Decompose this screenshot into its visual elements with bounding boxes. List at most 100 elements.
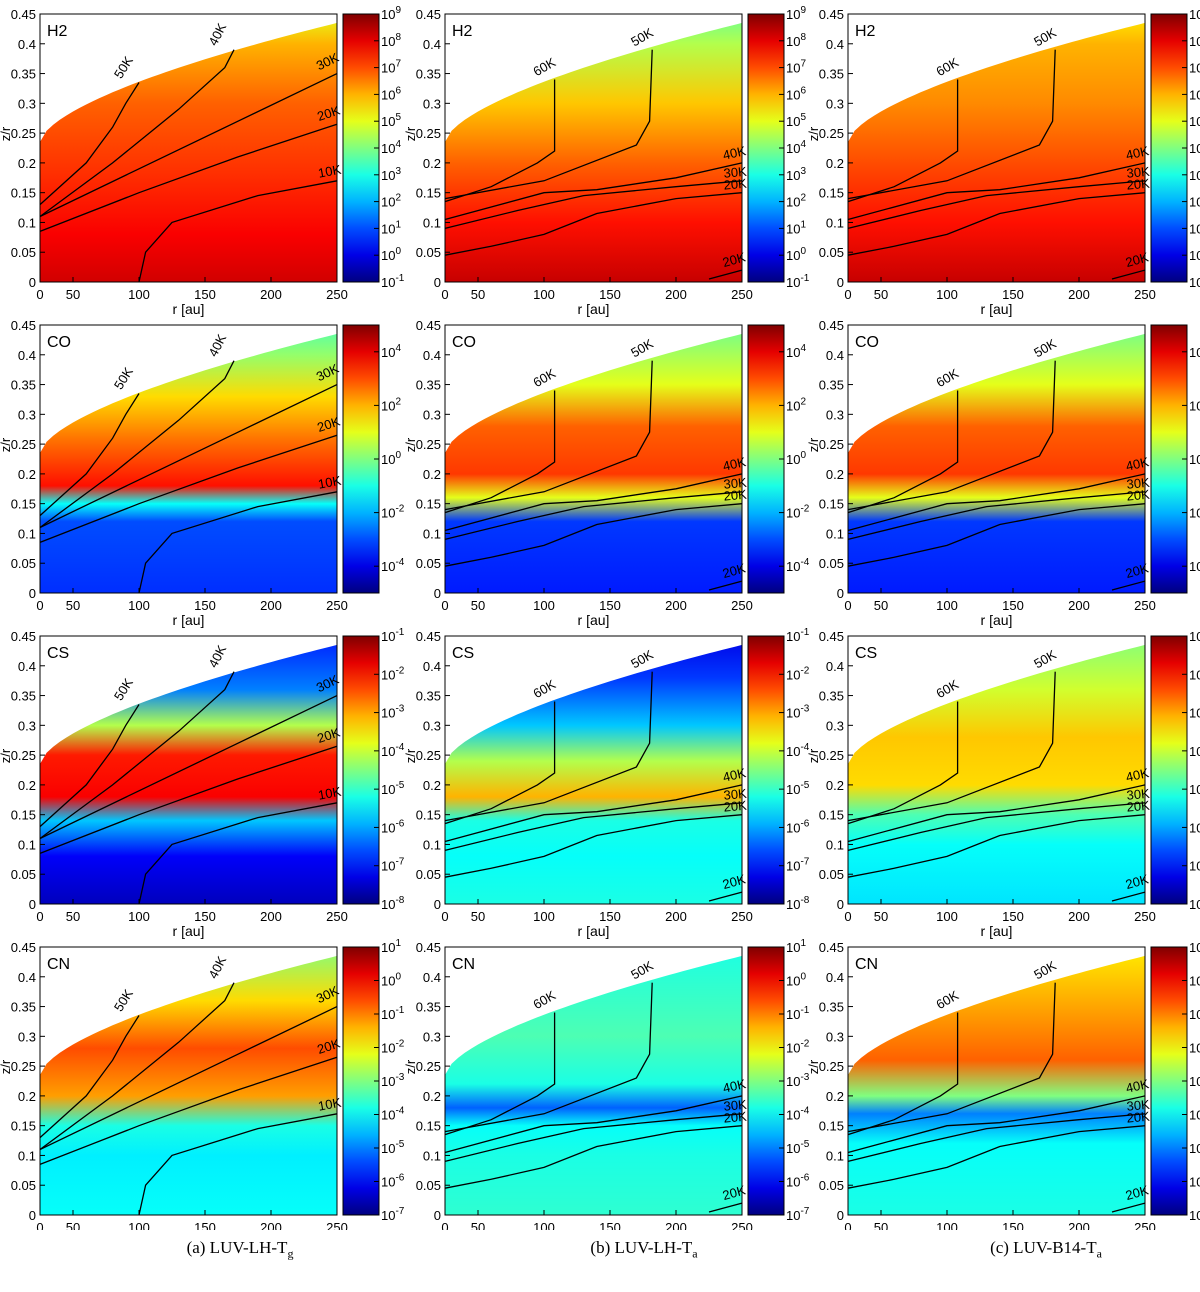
plot-frame [444,13,743,283]
contour-label: 40K [721,765,747,785]
y-tick-label: 0.3 [18,718,36,733]
y-axis-label: z/r [806,1059,821,1074]
colorbar [747,324,785,594]
y-tick-label: 0.25 [11,748,36,763]
x-axis-label: r [au] [173,923,205,939]
x-tick-label: 50 [471,598,485,613]
contour-label: 20K [1126,798,1151,815]
contour-label: 40K [721,143,747,163]
abundance-field [445,22,742,283]
plot-frame [39,946,338,1216]
colorbar [747,946,785,1216]
plot-frame [39,324,338,594]
y-tick-label: 0.35 [819,1000,844,1015]
y-tick-label: 0 [29,586,36,601]
y-tick-label: 0.35 [11,67,36,82]
x-tick-label: 100 [128,598,150,613]
y-tick-label: 0 [434,586,441,601]
contour-20K [708,1202,743,1213]
contour-20K [847,1125,1146,1189]
contour-label: 60K [531,54,559,79]
panel-co-c: 60K50K40K30K20K20KCO00.050.10.150.20.250… [806,318,1200,628]
colorbar-tick-label: 108 [786,32,806,49]
abundance-field [40,333,337,593]
y-tick-label: 0.1 [423,837,441,852]
contour-label: 30K [1126,1097,1151,1114]
figure-grid: 50K40K30K20K10KH200.050.10.150.20.250.30… [0,5,1200,1230]
colorbar-tick-label: 100 [786,246,806,263]
colorbar-tick-label: 10-1 [786,273,810,290]
contour-50K [847,360,1056,511]
contour-label: 50K [628,647,656,672]
contour-label: 50K [111,364,136,392]
y-tick-label: 0.25 [819,1059,844,1074]
x-tick-label: 200 [665,909,687,924]
y-tick-label: 0.05 [819,867,844,882]
x-tick-label: 0 [36,598,43,613]
y-tick-label: 0.25 [819,126,844,141]
x-tick-label: 0 [844,909,851,924]
colorbar-tick-label: 10-8 [1189,895,1200,912]
x-axis-label: r [au] [981,923,1013,939]
y-tick-label: 0.05 [416,867,441,882]
contour-40K [444,473,743,532]
y-tick-label: 0 [434,275,441,290]
colorbar-tick-label: 10-7 [786,857,810,874]
y-tick-label: 0.1 [826,215,844,230]
y-tick-label: 0 [837,275,844,290]
y-tick-label: 0.25 [11,1059,36,1074]
x-tick-label: 150 [1002,287,1024,302]
y-tick-label: 0.35 [11,378,36,393]
contour-60K [444,701,556,825]
x-tick-label: 200 [1068,287,1090,302]
colorbar [1150,324,1188,594]
y-tick-label: 0.05 [416,245,441,260]
colorbar [342,13,380,283]
x-tick-label: 100 [533,287,555,302]
x-tick-label: 0 [441,598,448,613]
y-tick-label: 0.15 [416,497,441,512]
contour-20K [39,123,338,233]
contour-label: 20K [723,1109,748,1126]
panel-co-a: 50K40K30K20K10KCO00.050.10.150.20.250.30… [0,318,405,628]
panel-h2-a: 50K40K30K20K10KH200.050.10.150.20.250.30… [0,5,405,317]
y-tick-label: 0 [434,1208,441,1223]
x-tick-label: 150 [194,287,216,302]
colorbar-tick-label: 10-6 [786,818,810,835]
y-tick-label: 0.3 [826,407,844,422]
contour-label: 50K [1031,647,1059,672]
y-axis-label: z/r [0,1059,13,1074]
y-tick-label: 0.2 [826,778,844,793]
x-tick-label: 100 [936,287,958,302]
y-tick-label: 0.15 [416,808,441,823]
plot-frame [444,324,743,594]
y-tick-label: 0.35 [819,67,844,82]
x-tick-label: 150 [194,909,216,924]
colorbar-tick-label: 10-3 [786,1072,810,1089]
colorbar-tick-label: 10-4 [381,557,405,574]
y-tick-label: 0.05 [11,867,36,882]
x-axis-label: r [au] [578,612,610,628]
species-label: CN [47,956,70,973]
contour-20K [1111,580,1146,591]
colorbar-tick-label: 109 [1189,5,1200,22]
x-tick-label: 250 [1134,287,1156,302]
contour-label: 40K [1124,143,1150,163]
contour-30K [847,1113,1146,1163]
x-tick-label: 200 [665,598,687,613]
colorbar-tick-label: 100 [1189,972,1200,989]
x-tick-label: 50 [66,1220,80,1230]
colorbar-tick-label: 102 [381,396,401,413]
x-tick-label: 150 [599,598,621,613]
colorbar-tick-label: 10-6 [786,1173,810,1190]
x-tick-label: 150 [1002,598,1024,613]
y-tick-label: 0.3 [18,96,36,111]
contour-label: 20K [1126,487,1151,504]
colorbar [342,324,380,594]
contour-30K [39,73,338,218]
x-tick-label: 0 [441,1220,448,1230]
colorbar-tick-label: 10-1 [786,627,810,644]
contour-label: 10K [317,1095,343,1114]
contour-label: 50K [1031,958,1059,983]
contour-30K [444,802,743,852]
